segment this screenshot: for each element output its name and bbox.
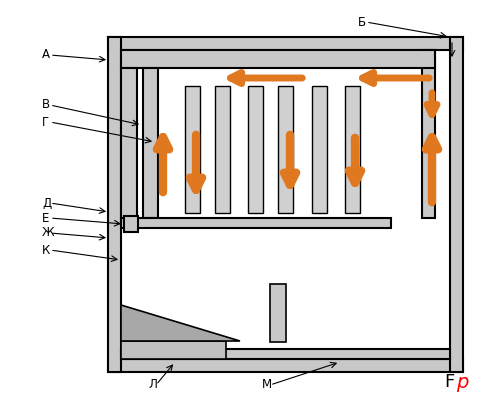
Text: Е: Е (42, 212, 50, 224)
Bar (345, 86, 360, 213)
Bar (108, 37, 463, 50)
Text: Д: Д (42, 196, 51, 210)
Text: F: F (444, 373, 454, 391)
Bar (121, 218, 391, 228)
Bar (185, 86, 200, 213)
Bar (121, 50, 435, 68)
Text: А: А (42, 48, 50, 62)
Bar (215, 86, 230, 213)
Bar (422, 50, 435, 218)
Bar (108, 359, 463, 372)
Text: В: В (42, 98, 50, 112)
Text: Б: Б (358, 16, 366, 28)
Bar (143, 68, 158, 218)
Bar (450, 37, 463, 372)
Text: М: М (262, 378, 272, 392)
Bar (124, 216, 138, 232)
Text: К: К (42, 244, 50, 256)
Polygon shape (121, 305, 240, 341)
Bar (108, 37, 121, 372)
Text: р: р (456, 372, 468, 392)
Bar (121, 348, 450, 359)
Bar (121, 68, 137, 218)
Bar (312, 86, 327, 213)
Text: Г: Г (42, 116, 49, 128)
Bar (278, 86, 293, 213)
Text: Ж: Ж (42, 226, 54, 240)
Bar (270, 284, 286, 342)
Bar (121, 341, 226, 359)
Text: Л: Л (148, 378, 157, 392)
Bar (248, 86, 263, 213)
